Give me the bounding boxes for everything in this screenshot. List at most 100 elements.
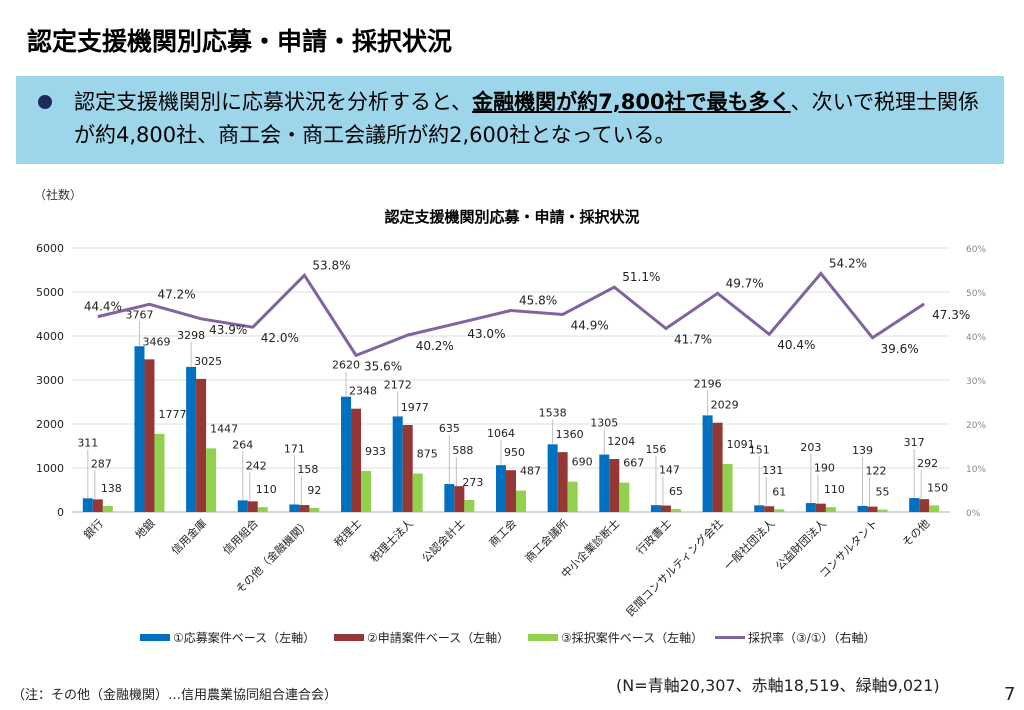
y2-tick-label: 0% <box>966 509 981 519</box>
bar-applications <box>754 505 765 512</box>
bar-data-label: 690 <box>572 456 593 469</box>
bar-adoptions <box>825 507 836 512</box>
sample-totals: (N=青軸20,307、赤軸18,519、緑軸9,021) <box>616 676 940 695</box>
summary-text-post: 、次いで税理士関係が約4,800社、商工会・商工会議所が約2,600社となってい… <box>74 90 979 147</box>
bar-applications <box>237 500 248 512</box>
bar-submissions <box>454 486 465 512</box>
bar-data-label: 1091 <box>727 438 755 451</box>
legend-swatch-blue <box>140 634 170 641</box>
x-category-label: 公益財団法人 <box>772 516 829 573</box>
bar-data-label: 131 <box>762 464 783 477</box>
x-category-label: 商工会 <box>486 516 519 549</box>
y-tick-label: 0 <box>57 506 64 519</box>
bar-submissions <box>919 499 930 512</box>
adoption-rate-label: 47.2% <box>157 287 195 301</box>
y-tick-label: 6000 <box>36 242 64 255</box>
legend-item-adoptions: ③採択案件ベース（左軸） <box>528 629 703 646</box>
bar-adoptions <box>722 463 733 512</box>
bar-adoptions <box>154 433 165 512</box>
x-category-label: その他 <box>900 517 933 550</box>
bar-submissions <box>92 499 103 512</box>
adoption-rate-label: 51.1% <box>622 270 660 284</box>
bar-submissions <box>609 459 620 512</box>
bar-adoptions <box>516 490 526 512</box>
bar-data-label: 292 <box>917 457 938 470</box>
chart-legend: ①応募案件ベース（左軸） ②申請案件ベース（左軸） ③採択案件ベース（左軸） 採… <box>0 629 1024 649</box>
bar-adoptions <box>361 470 372 512</box>
y2-tick-label: 20% <box>966 421 986 431</box>
bar-data-label: 3469 <box>142 335 170 348</box>
page-title: 認定支援機関別応募・申請・採択状況 <box>27 27 453 56</box>
bar-adoptions <box>102 505 113 512</box>
bar-data-label: 65 <box>669 485 683 498</box>
bar-adoptions <box>619 482 630 512</box>
adoption-rate-label: 42.0% <box>261 331 299 345</box>
x-category-label: 商工会議所 <box>522 516 571 565</box>
bar-adoptions <box>257 507 268 512</box>
bar-data-label: 2196 <box>694 377 722 390</box>
bar-data-label: 1064 <box>487 427 515 440</box>
bar-data-label: 203 <box>800 441 821 454</box>
bar-data-label: 2172 <box>384 378 412 391</box>
bar-data-label: 2620 <box>332 359 360 372</box>
bar-data-label: 1977 <box>401 401 429 414</box>
bar-data-label: 3767 <box>125 308 153 321</box>
bar-data-label: 2348 <box>349 385 377 398</box>
y2-tick-label: 60% <box>966 245 986 255</box>
bar-data-label: 273 <box>462 476 483 489</box>
bar-applications <box>496 465 506 512</box>
x-category-label: 民間コンサルティング会社 <box>623 516 726 619</box>
bar-data-label: 1538 <box>539 406 567 419</box>
adoption-rate-label: 35.6% <box>364 359 402 373</box>
y2-tick-label: 40% <box>966 333 986 343</box>
y-tick-label: 5000 <box>36 286 64 299</box>
adoption-rate-label: 45.8% <box>519 293 557 307</box>
bar-data-label: 487 <box>520 465 541 478</box>
bar-adoptions <box>412 473 423 512</box>
legend-label: ①応募案件ベース（左軸） <box>173 631 316 645</box>
chart-title: 認定支援機関別応募・申請・採択状況 <box>384 208 640 226</box>
bar-data-label: 171 <box>284 442 305 455</box>
adoption-rate-label: 39.6% <box>881 342 919 356</box>
bar-data-label: 92 <box>307 484 321 497</box>
bar-data-label: 3298 <box>177 329 205 342</box>
bar-adoptions <box>309 507 320 512</box>
bar-data-label: 150 <box>927 481 948 494</box>
bar-data-label: 110 <box>256 483 277 496</box>
bar-applications <box>547 444 558 512</box>
bar-adoptions <box>567 481 578 512</box>
bar-adoptions <box>877 509 888 512</box>
bar-applications <box>857 505 868 512</box>
bar-applications <box>186 366 197 512</box>
legend-label: ②申請案件ベース（左軸） <box>367 631 510 645</box>
adoption-rate-label: 40.2% <box>416 339 454 353</box>
summary-banner: 認定支援機関別に応募状況を分析すると、金融機関が約7,800社で最も多く、次いで… <box>16 76 1004 164</box>
legend-label: ③採択案件ベース（左軸） <box>561 631 704 645</box>
x-category-label: 一般社団法人 <box>721 516 778 573</box>
bar-adoptions <box>774 509 785 512</box>
bar-data-label: 61 <box>772 485 786 498</box>
legend-item-applications: ①応募案件ベース（左軸） <box>140 629 315 646</box>
bar-submissions <box>299 505 310 512</box>
adoption-rate-label: 44.9% <box>571 318 609 332</box>
y-axis-unit-label: （社数） <box>34 188 83 202</box>
x-category-label: 税理士法人 <box>367 516 416 565</box>
bar-adoptions <box>929 505 940 512</box>
bar-data-label: 875 <box>417 448 438 461</box>
bar-applications <box>341 396 352 512</box>
bar-adoptions <box>206 448 217 512</box>
adoption-rate-label: 40.4% <box>777 338 815 352</box>
x-category-label: 税理士 <box>331 516 364 549</box>
bar-data-label: 1447 <box>210 422 238 435</box>
x-category-label: 行政書士 <box>633 516 674 557</box>
page-number: 7 <box>1004 684 1016 705</box>
bar-data-label: 158 <box>297 463 318 476</box>
bar-data-label: 242 <box>246 459 267 472</box>
bar-adoptions <box>670 509 681 512</box>
bar-submissions <box>351 408 362 512</box>
bar-data-label: 156 <box>645 443 666 456</box>
bar-applications <box>392 416 403 512</box>
bar-applications <box>444 484 455 512</box>
bar-data-label: 667 <box>623 457 644 470</box>
